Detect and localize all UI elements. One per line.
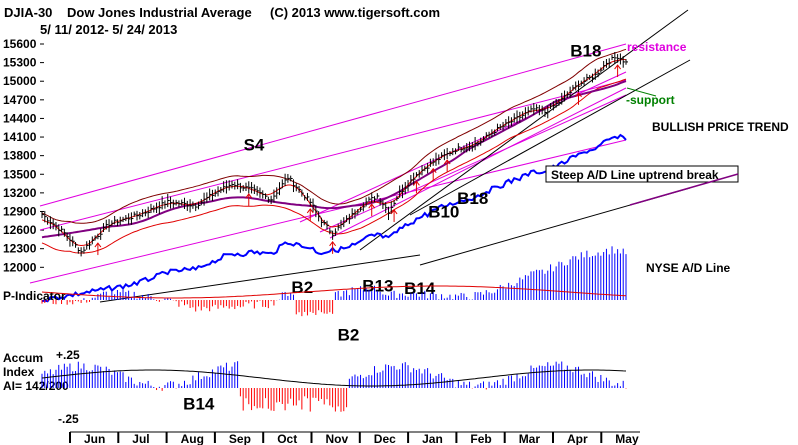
ai-value: AI= 142/200 — [3, 379, 69, 393]
index-label: Index — [3, 365, 35, 379]
channel-line — [319, 94, 627, 233]
buy-arrowhead — [390, 209, 398, 215]
price-tick-label: 13800 — [3, 149, 37, 163]
p-trend-line — [99, 254, 421, 303]
price-tick-label: 14700 — [3, 93, 37, 107]
month-label: Jul — [132, 432, 149, 445]
buy-arrowhead — [329, 241, 337, 247]
accum-index-histogram — [41, 361, 627, 412]
signal-b10: B10 — [428, 203, 459, 222]
buy-arrowhead — [429, 167, 437, 173]
copyright-label: (C) 2013 www.tigersoft.com — [270, 5, 440, 20]
price-tick-label: 12000 — [3, 260, 37, 274]
price-tick-label: 12900 — [3, 204, 37, 218]
buy-arrowhead — [94, 242, 102, 248]
buy-arrowhead — [575, 92, 582, 98]
nyse-ad-label: NYSE A/D Line — [646, 261, 731, 275]
price-tick-label: 14400 — [3, 111, 37, 125]
price-bars — [41, 51, 628, 257]
signal-b14: B14 — [183, 395, 215, 414]
month-label: Apr — [567, 432, 588, 445]
signal-b14: B14 — [404, 279, 436, 298]
uptrend-line — [409, 59, 691, 216]
month-x-axis: Jun Jul Aug Sep Oct Nov Dec Jan Feb Mar Apr May — [69, 431, 640, 445]
p-indicator-histogram — [41, 246, 627, 317]
signal-b2: B2 — [338, 326, 360, 345]
date-range: 5/ 11/ 2012- 5/ 24/ 2013 — [40, 22, 177, 37]
moving-average — [41, 80, 627, 239]
upper-trend-line — [359, 9, 689, 251]
channel-line — [329, 87, 627, 239]
upper-band — [41, 48, 627, 224]
ad-line-path — [41, 133, 627, 303]
month-label: Oct — [277, 432, 297, 445]
accum-top-scale: +.25 — [56, 348, 80, 362]
signal-s4: S4 — [244, 135, 265, 154]
month-label: Jun — [84, 432, 105, 445]
p-indicator-label: P-Indicator — [3, 289, 66, 303]
ticker-label: DJIA-30 — [4, 5, 52, 20]
price-tick-label: 13200 — [3, 186, 37, 200]
buy-arrowhead — [245, 193, 253, 199]
channel-line — [29, 139, 627, 284]
accum-ma — [41, 369, 627, 387]
signal-b18: B18 — [457, 189, 488, 208]
month-label: Jan — [422, 432, 443, 445]
buy-arrowhead — [306, 208, 314, 214]
index-name: Dow Jones Industrial Average — [67, 5, 252, 20]
buy-arrowhead — [368, 203, 376, 209]
channel-line — [39, 43, 627, 207]
steep-ad-pointer — [629, 173, 739, 206]
bullish-trend-label: BULLISH PRICE TREND — [652, 120, 789, 134]
accum-label: Accum — [3, 351, 43, 365]
signal-b18: B18 — [570, 42, 601, 61]
month-label: Dec — [374, 432, 396, 445]
buy-arrowhead — [413, 180, 420, 186]
resistance-label: resistance — [627, 40, 687, 54]
bollinger-bands — [41, 48, 627, 254]
month-label: Nov — [326, 432, 349, 445]
lower-band — [41, 78, 627, 254]
price-tick-label: 12600 — [3, 223, 37, 237]
support-pointer — [626, 87, 657, 97]
buy-arrowhead — [443, 159, 451, 165]
price-tick-label: 15300 — [3, 56, 37, 70]
accum-bottom-scale: -.25 — [58, 412, 79, 426]
signal-b13: B13 — [362, 277, 393, 296]
price-tick-label: 14100 — [3, 130, 37, 144]
month-label: Sep — [229, 432, 251, 445]
short-moving-average — [41, 58, 627, 247]
signal-b2: B2 — [291, 278, 313, 297]
steep-ad-label: Steep A/D Line uptrend break — [551, 168, 719, 182]
month-label: May — [615, 432, 639, 445]
channel-line — [39, 79, 627, 231]
nyse-ad-line — [41, 133, 627, 303]
p-indicator-ma — [41, 285, 627, 299]
price-tick-label: 12300 — [3, 242, 37, 256]
price-y-axis: 15600 15300 15000 14700 14400 14100 13800 13500… — [3, 37, 44, 274]
month-label: Mar — [519, 432, 541, 445]
price-tick-label: 15000 — [3, 74, 37, 88]
month-label: Aug — [181, 432, 204, 445]
signal-arrows — [94, 64, 622, 256]
month-label: Feb — [470, 432, 491, 445]
support-label: -support — [626, 93, 675, 107]
price-tick-label: 13500 — [3, 167, 37, 181]
price-tick-label: 15600 — [3, 37, 37, 51]
buy-arrowhead — [614, 64, 622, 70]
